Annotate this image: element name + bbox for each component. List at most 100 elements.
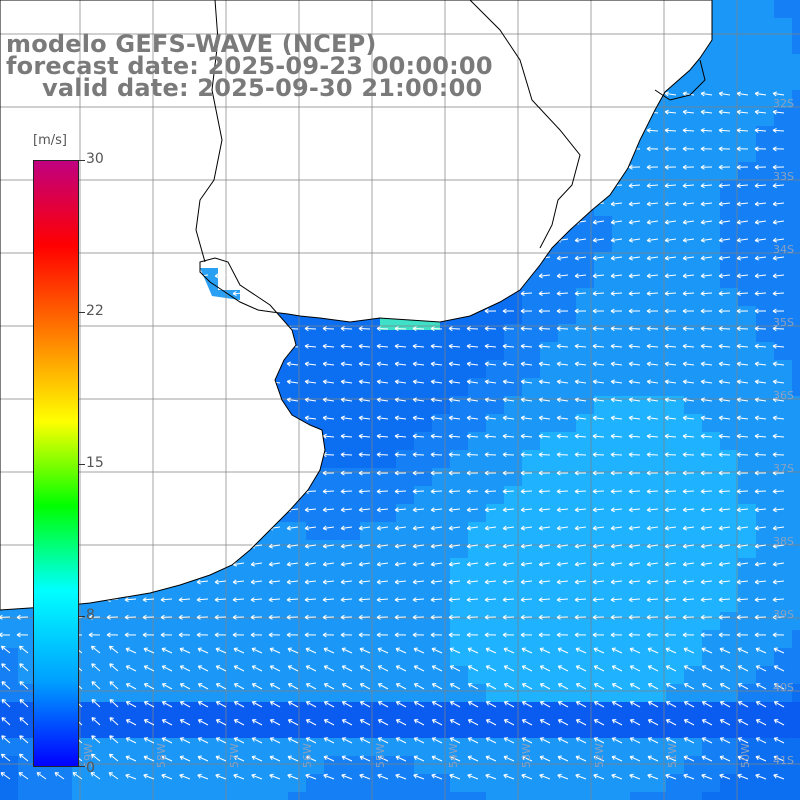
sea-cell — [18, 756, 36, 774]
wind-arrow — [557, 701, 569, 708]
wind-arrow — [143, 647, 155, 654]
sea-cell — [414, 774, 432, 792]
sea-cell — [396, 360, 414, 378]
wind-arrow — [358, 543, 371, 549]
wind-arrow — [160, 632, 173, 638]
wind-arrow — [772, 290, 785, 296]
sea-cell — [720, 576, 738, 594]
sea-cell — [18, 666, 36, 684]
wind-arrow — [91, 717, 101, 726]
sea-cell — [396, 792, 414, 800]
sea-cell — [342, 648, 360, 666]
sea-cell — [594, 594, 612, 612]
wind-arrow — [394, 470, 407, 476]
wind-arrow — [556, 543, 569, 549]
sea-cell — [558, 738, 576, 756]
sea-cell — [540, 270, 558, 288]
sea-cell — [504, 450, 522, 468]
sea-cell — [720, 234, 738, 252]
sea-cell — [558, 558, 576, 576]
wind-arrow — [718, 109, 731, 115]
sea-cell — [504, 378, 522, 396]
sea-cell — [594, 792, 612, 800]
wind-arrow — [340, 579, 353, 585]
sea-cell — [702, 252, 720, 270]
sea-cell — [756, 90, 774, 108]
sea-cell — [774, 288, 792, 306]
wind-arrow — [286, 579, 299, 585]
wind-arrow — [646, 543, 659, 549]
sea-cell — [360, 576, 378, 594]
colorbar — [33, 160, 79, 767]
sea-cell — [540, 648, 558, 666]
wind-arrow — [430, 579, 443, 585]
wind-arrow — [538, 543, 551, 549]
wind-arrow — [520, 379, 533, 385]
sea-cell — [450, 486, 468, 504]
wind-arrow — [304, 543, 317, 549]
sea-cell — [360, 540, 378, 558]
sea-cell — [756, 666, 774, 684]
wind-arrow — [736, 597, 749, 603]
wind-arrow — [737, 719, 749, 726]
sea-cell — [666, 684, 684, 702]
wind-arrow — [197, 701, 209, 708]
wind-arrow — [412, 561, 425, 567]
wind-arrow — [611, 773, 623, 780]
sea-cell — [342, 666, 360, 684]
wind-arrow — [412, 507, 425, 513]
wind-arrow — [610, 326, 623, 332]
wind-arrow — [322, 326, 335, 332]
wind-arrow — [233, 701, 245, 708]
wind-arrow — [610, 488, 623, 494]
sea-cell — [252, 756, 270, 774]
wind-arrow — [287, 737, 299, 744]
wind-arrow — [251, 737, 263, 744]
wind-arrow — [430, 507, 443, 513]
wind-arrow — [772, 326, 785, 332]
sea-cell — [252, 630, 270, 648]
wind-arrow — [575, 701, 587, 708]
wind-arrow — [700, 379, 713, 385]
sea-cell — [630, 234, 648, 252]
sea-cell — [648, 720, 666, 738]
wind-arrow — [322, 433, 335, 439]
sea-cell — [0, 720, 18, 738]
sea-cell — [108, 630, 126, 648]
sea-cell — [738, 576, 756, 594]
wind-arrow — [610, 452, 623, 458]
wind-arrow — [214, 273, 227, 279]
wind-arrow — [538, 397, 551, 403]
wind-arrow — [610, 614, 623, 620]
sea-cell — [576, 540, 594, 558]
wind-arrow — [574, 273, 587, 279]
sea-cell — [594, 414, 612, 432]
sea-cell — [630, 774, 648, 792]
wind-arrow — [323, 683, 335, 690]
sea-cell — [288, 720, 306, 738]
wind-arrow — [520, 488, 533, 494]
wind-arrow — [646, 433, 659, 439]
sea-cell — [234, 612, 252, 630]
wind-arrow — [664, 183, 677, 189]
wind-arrow — [143, 683, 155, 690]
sea-cell — [432, 666, 450, 684]
wind-arrow — [521, 719, 533, 726]
wind-arrow — [72, 772, 83, 780]
sea-cell — [630, 504, 648, 522]
sea-cell — [270, 702, 288, 720]
wind-arrow — [484, 632, 497, 638]
wind-arrow — [754, 146, 767, 152]
wind-arrow — [161, 773, 173, 780]
sea-cell — [432, 360, 450, 378]
wind-arrow — [322, 470, 335, 476]
sea-cell — [720, 450, 738, 468]
wind-arrow — [646, 255, 659, 261]
wind-arrow — [646, 597, 659, 603]
sea-cell — [108, 666, 126, 684]
wind-arrow — [18, 753, 29, 762]
wind-arrow — [268, 597, 281, 603]
wind-arrow — [108, 645, 119, 654]
sea-cell — [342, 540, 360, 558]
wind-arrow — [610, 219, 623, 225]
